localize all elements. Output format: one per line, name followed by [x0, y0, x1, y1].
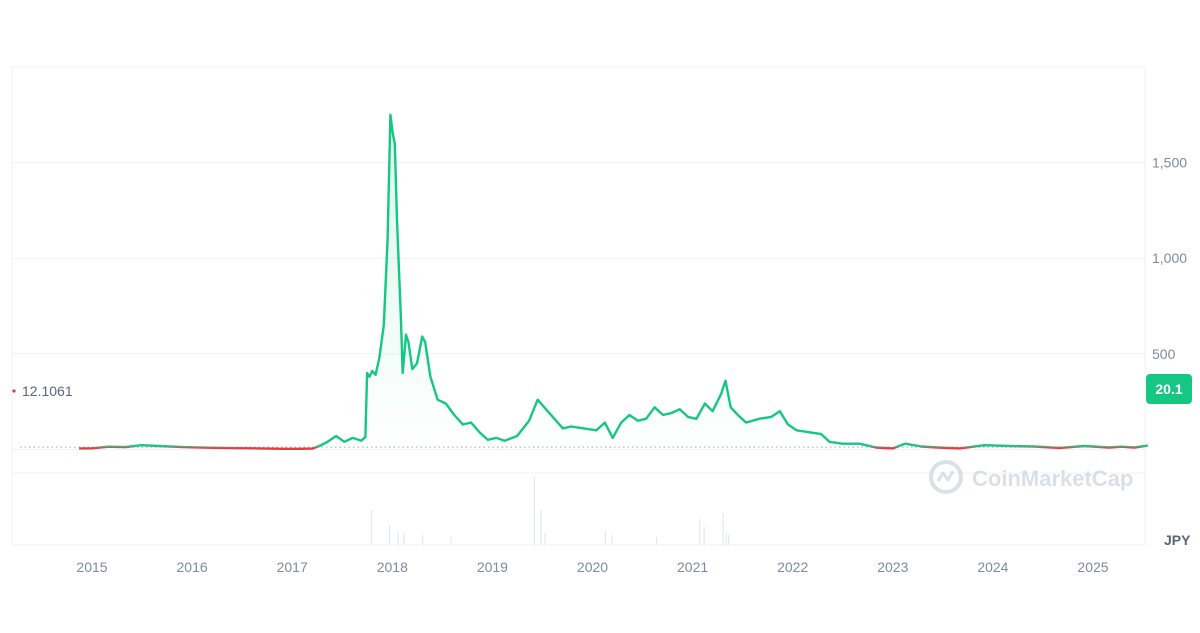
- currency-label: JPY: [1164, 532, 1191, 548]
- volume-bar: [540, 510, 542, 545]
- current-price-text: 20.1: [1155, 381, 1182, 397]
- x-tick-label: 2025: [1077, 559, 1108, 575]
- volume-bar: [533, 477, 536, 545]
- x-tick-label: 2020: [577, 559, 608, 575]
- x-tick-label: 2019: [477, 559, 508, 575]
- volume-bar: [725, 533, 727, 545]
- x-axis: 2015 2016 2017 2018 2019 2020 2021 2022 2023 2024…: [76, 559, 1108, 575]
- start-price-text: 12.1061: [22, 383, 73, 399]
- price-area-fill: [79, 114, 1148, 448]
- y-tick-label: 500: [1152, 346, 1176, 362]
- price-area: [79, 114, 1148, 448]
- x-tick-label: 2022: [777, 559, 808, 575]
- y-tick-label: 1,000: [1152, 250, 1187, 266]
- x-tick-label: 2016: [177, 559, 208, 575]
- volume-bar: [727, 535, 730, 545]
- volume-bar: [397, 531, 399, 545]
- y-tick-label: 1,500: [1152, 155, 1187, 171]
- volume-bar: [604, 531, 607, 545]
- x-tick-label: 2017: [277, 559, 308, 575]
- start-price-marker: [12, 389, 16, 393]
- volume-bar: [611, 535, 613, 545]
- volume-bars: [370, 477, 730, 545]
- x-tick-label: 2021: [677, 559, 708, 575]
- plot-border: [11, 66, 1146, 546]
- volume-bar: [370, 510, 373, 545]
- volume-bar: [703, 527, 705, 545]
- start-price-label: 12.1061: [12, 383, 73, 399]
- current-price-badge-bg: [1146, 374, 1192, 404]
- x-tick-label: 2015: [76, 559, 107, 575]
- y-axis: 500 1,000 1,500: [1152, 155, 1187, 362]
- current-price-badge[interactable]: 20.1: [1146, 374, 1192, 404]
- volume-bar: [544, 533, 546, 545]
- volume-bar: [389, 525, 391, 545]
- coinmarketcap-logo-icon: [929, 460, 963, 494]
- price-line-up: [92, 113, 1148, 448]
- volume-bar: [422, 535, 424, 545]
- price-line-down: [79, 447, 1146, 450]
- watermark: CoinMarketCap: [929, 460, 1133, 494]
- volume-bar: [655, 537, 658, 545]
- watermark-text: CoinMarketCap: [972, 466, 1133, 491]
- x-tick-label: 2023: [877, 559, 908, 575]
- volume-bar: [403, 533, 405, 545]
- volume-bar: [450, 537, 452, 545]
- volume-bar: [722, 513, 724, 545]
- x-tick-label: 2018: [377, 559, 408, 575]
- price-line: [79, 113, 1148, 450]
- x-tick-label: 2024: [977, 559, 1008, 575]
- volume-bar: [699, 519, 701, 545]
